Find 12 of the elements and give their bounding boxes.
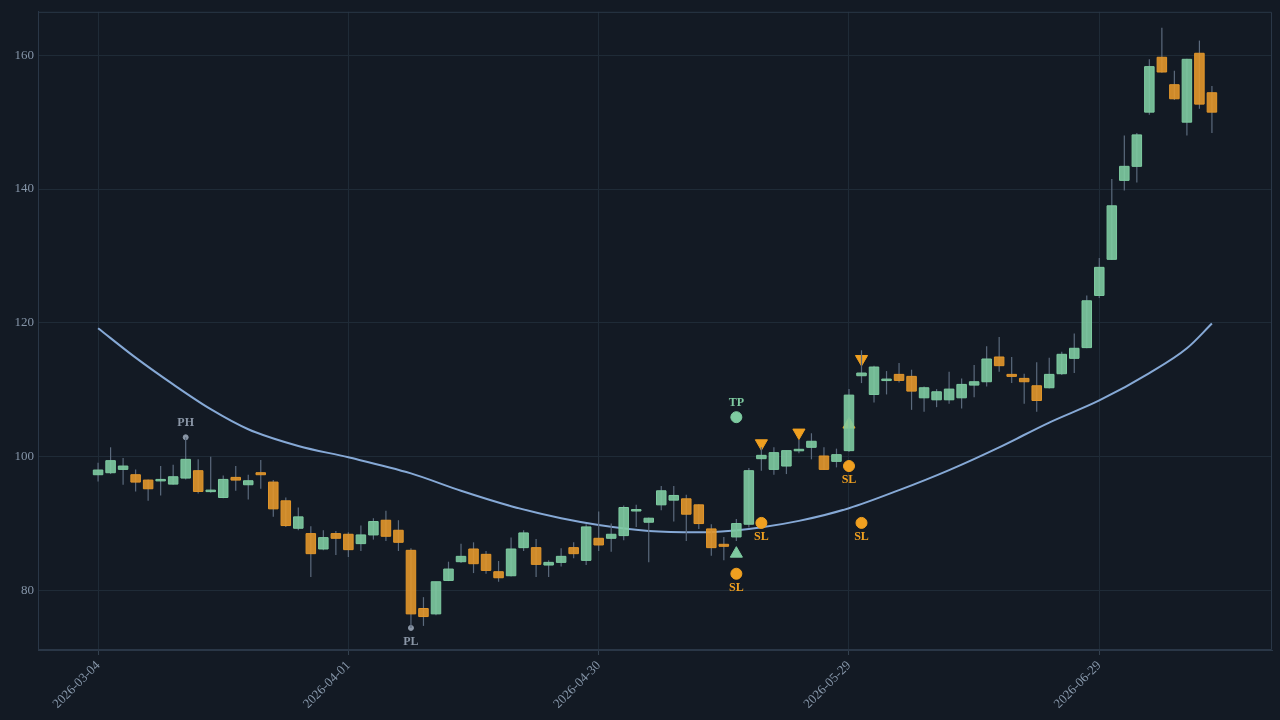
y-tick-label: 80 — [21, 581, 34, 597]
series-label: SL — [729, 579, 744, 594]
y-tick-label: 120 — [14, 314, 34, 330]
text: SL — [841, 472, 857, 487]
text: PH — [177, 415, 195, 430]
y-tick-label: 100 — [14, 448, 34, 464]
y-tick-label: 140 — [14, 180, 34, 196]
text: PL — [403, 634, 419, 649]
series-label: TP — [728, 395, 745, 410]
y-tick-label: 160 — [14, 46, 34, 62]
text: SL — [854, 528, 869, 543]
text: SL — [754, 528, 769, 543]
